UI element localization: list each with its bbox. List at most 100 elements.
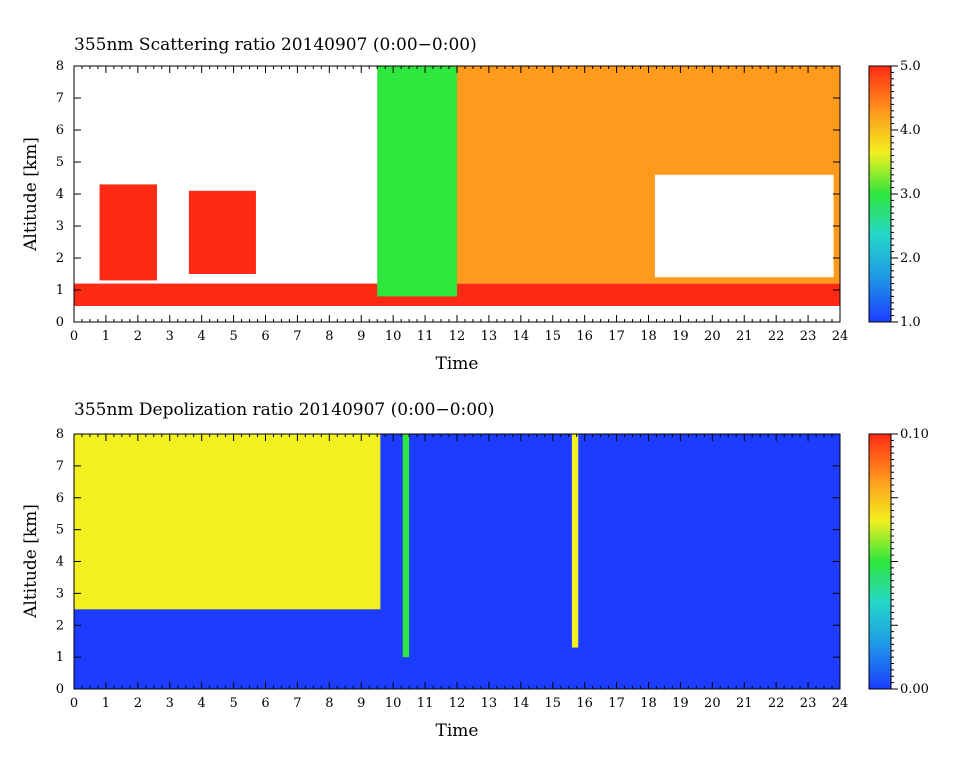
depolarization-xtick-label: 17 — [608, 696, 625, 711]
depolarization-xtick-label: 3 — [166, 696, 174, 711]
scattering-xtick-label: 6 — [261, 329, 269, 344]
scattering-colorbar-label: 4.0 — [900, 123, 921, 138]
scattering-colorbar-label: 3.0 — [900, 187, 921, 202]
depolarization-xtick-label: 5 — [229, 696, 237, 711]
scattering-panel: 355nm Scattering ratio 20140907 (0:00−0:… — [21, 35, 921, 374]
depolarization-colorbar-bar — [868, 433, 892, 690]
scattering-colorbar-label: 5.0 — [900, 59, 921, 74]
scattering-xtick-label: 21 — [736, 329, 753, 344]
depolarization-panel: 355nm Depolization ratio 20140907 (0:00−… — [21, 400, 929, 741]
depolarization-xtick-label: 0 — [70, 696, 78, 711]
scattering-ytick-label: 5 — [56, 155, 64, 170]
depolarization-ytick-label: 3 — [56, 586, 64, 601]
depolarization-ytick-label: 0 — [56, 682, 64, 697]
depolarization-xtick-label: 15 — [544, 696, 561, 711]
depolarization-xtick-label: 1 — [102, 696, 110, 711]
scattering-xtick-label: 13 — [481, 329, 498, 344]
depolarization-ytick-label: 1 — [56, 650, 64, 665]
scattering-ytick-label: 0 — [56, 315, 64, 330]
scattering-xtick-label: 14 — [513, 329, 530, 344]
depolarization-ytick-label: 8 — [56, 427, 64, 442]
depolarization-xtick-label: 13 — [481, 696, 498, 711]
scattering-ytick-label: 7 — [56, 91, 64, 106]
scattering-colorbar-label: 2.0 — [900, 251, 921, 266]
scattering-xtick-label: 3 — [166, 329, 174, 344]
scattering-xtick-label: 20 — [704, 329, 721, 344]
depolarization-xtick-label: 6 — [261, 696, 269, 711]
depolarization-ytick-label: 2 — [56, 618, 64, 633]
scattering-feature-2 — [654, 174, 834, 278]
depolarization-xtick-label: 19 — [672, 696, 689, 711]
scattering-feature-4 — [188, 190, 256, 274]
depolarization-xtick-label: 18 — [640, 696, 657, 711]
depolarization-plot-area — [74, 434, 840, 689]
scattering-xtick-label: 9 — [357, 329, 365, 344]
depolarization-xtick-label: 21 — [736, 696, 753, 711]
scattering-xtick-label: 16 — [576, 329, 593, 344]
depolarization-colorbar-label: 0.10 — [900, 427, 929, 442]
scattering-xtick-label: 18 — [640, 329, 657, 344]
scattering-plot-area — [74, 66, 840, 306]
scattering-xtick-label: 11 — [417, 329, 434, 344]
depolarization-xtick-label: 2 — [134, 696, 142, 711]
scattering-xtick-label: 15 — [544, 329, 561, 344]
depolarization-colorbar: 0.00 0.10 — [868, 427, 929, 697]
depolarization-feature-2 — [402, 434, 410, 658]
scattering-xtick-label: 4 — [198, 329, 206, 344]
scattering-ytick-label: 3 — [56, 219, 64, 234]
scattering-xtick-label: 24 — [832, 329, 849, 344]
scattering-feature-5 — [377, 66, 457, 297]
depolarization-xtick-label: 7 — [293, 696, 301, 711]
scattering-ytick-label: 4 — [56, 187, 64, 202]
scattering-colorbar-bar — [868, 65, 892, 323]
depolarization-xtick-label: 12 — [449, 696, 466, 711]
depolarization-xtick-label: 24 — [832, 696, 849, 711]
scattering-xtick-label: 23 — [800, 329, 817, 344]
scattering-title: 355nm Scattering ratio 20140907 (0:00−0:… — [74, 35, 477, 55]
depolarization-colorbar-ticks: 0.00 0.10 — [891, 427, 929, 697]
depolarization-ytick-label: 6 — [56, 491, 64, 506]
scattering-xtick-label: 19 — [672, 329, 689, 344]
depolarization-ticks: 0 1 2 3 4 5 6 7 8 9 10 11 12 13 14 15 16 17 18 19 20 21 22 23 24… — [56, 427, 849, 711]
scattering-xtick-label: 5 — [229, 329, 237, 344]
scattering-colorbar: 1.0 2.0 3.0 4.0 5.0 — [868, 59, 921, 330]
scattering-colorbar-ticks: 1.0 2.0 3.0 4.0 5.0 — [891, 59, 921, 330]
scattering-xlabel: Time — [436, 354, 479, 374]
scattering-xtick-label: 7 — [293, 329, 301, 344]
depolarization-ytick-label: 4 — [56, 555, 64, 570]
scattering-xtick-label: 17 — [608, 329, 625, 344]
depolarization-xtick-label: 10 — [385, 696, 402, 711]
depolarization-feature-1 — [74, 434, 381, 610]
depolarization-xlabel: Time — [436, 721, 479, 741]
depolarization-ytick-label: 5 — [56, 523, 64, 538]
depolarization-xtick-label: 8 — [325, 696, 333, 711]
scattering-xtick-label: 8 — [325, 329, 333, 344]
scattering-xtick-label: 0 — [70, 329, 78, 344]
scattering-ytick-label: 1 — [56, 283, 64, 298]
depolarization-xtick-label: 9 — [357, 696, 365, 711]
depolarization-ylabel: Altitude [km] — [21, 504, 41, 619]
scattering-colorbar-label: 1.0 — [900, 315, 921, 330]
scattering-ytick-label: 6 — [56, 123, 64, 138]
depolarization-xtick-label: 20 — [704, 696, 721, 711]
depolarization-feature-3 — [571, 434, 579, 648]
scattering-ytick-label: 2 — [56, 251, 64, 266]
depolarization-ytick-label: 7 — [56, 459, 64, 474]
depolarization-xtick-label: 14 — [513, 696, 530, 711]
depolarization-title: 355nm Depolization ratio 20140907 (0:00−… — [74, 400, 495, 420]
depolarization-xtick-label: 16 — [576, 696, 593, 711]
depolarization-xtick-label: 11 — [417, 696, 434, 711]
scattering-xtick-label: 12 — [449, 329, 466, 344]
scattering-ylabel: Altitude [km] — [21, 137, 41, 252]
depolarization-xtick-label: 22 — [768, 696, 785, 711]
scattering-xtick-label: 10 — [385, 329, 402, 344]
depolarization-xtick-label: 4 — [198, 696, 206, 711]
depolarization-xtick-label: 23 — [800, 696, 817, 711]
scattering-xtick-label: 22 — [768, 329, 785, 344]
depolarization-colorbar-label: 0.00 — [900, 682, 929, 697]
scattering-xtick-label: 2 — [134, 329, 142, 344]
scattering-ytick-label: 8 — [56, 59, 64, 74]
scattering-xtick-label: 1 — [102, 329, 110, 344]
